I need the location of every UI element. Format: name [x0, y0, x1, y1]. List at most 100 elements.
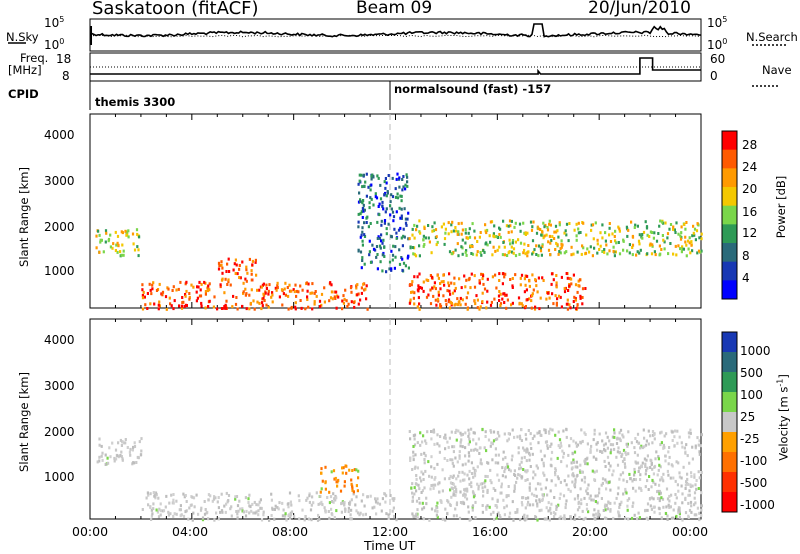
xtick-1600: 16:00 — [472, 524, 509, 539]
heat-cell — [574, 283, 578, 287]
heat-cell — [614, 250, 617, 254]
heat-cell — [560, 460, 563, 464]
heat-cell — [618, 437, 621, 441]
heat-cell — [407, 211, 410, 215]
heat-cell — [561, 516, 564, 520]
heat-cell — [155, 508, 158, 512]
heat-cell — [359, 250, 363, 254]
heat-cell — [262, 513, 265, 517]
heat-cell — [570, 245, 573, 249]
heat-cell — [453, 282, 456, 286]
heat-cell — [519, 518, 522, 522]
heat-cell — [592, 455, 595, 459]
heat-cell — [634, 437, 637, 440]
heat-cell — [410, 290, 413, 294]
heat-cell — [398, 262, 402, 266]
heat-cell — [675, 221, 678, 225]
heat-cell — [700, 471, 703, 474]
heat-cell — [411, 233, 414, 237]
heat-cell — [387, 174, 390, 177]
heat-cell — [369, 188, 372, 192]
heat-cell — [646, 454, 649, 458]
heat-cell — [214, 496, 217, 500]
heat-cell — [248, 493, 251, 497]
heat-cell — [528, 453, 531, 457]
heat-cell — [172, 307, 175, 311]
heat-cell — [637, 470, 640, 473]
heat-cell — [412, 296, 415, 300]
heat-cell — [691, 249, 694, 253]
heat-cell — [409, 459, 412, 462]
heat-cell — [215, 511, 218, 515]
heat-cell — [312, 501, 315, 505]
heat-cell — [205, 511, 208, 515]
heat-cell — [399, 194, 402, 198]
heat-cell — [449, 488, 452, 492]
heat-cell — [357, 476, 360, 480]
heat-cell — [343, 297, 346, 301]
heat-cell — [455, 488, 458, 491]
heat-cell — [261, 304, 264, 308]
heat-cell — [459, 501, 463, 504]
heat-cell — [476, 482, 479, 486]
heat-cell — [227, 257, 230, 261]
heat-cell — [416, 275, 419, 279]
heat-cell — [148, 282, 151, 286]
heat-cell — [488, 505, 491, 509]
heat-cell — [359, 198, 362, 202]
heat-cell — [673, 228, 676, 232]
heat-cell — [520, 273, 524, 277]
heat-cell — [457, 429, 460, 433]
heat-cell — [630, 220, 633, 224]
heat-cell — [472, 475, 475, 479]
heat-cell — [572, 460, 576, 464]
heat-cell — [217, 506, 220, 510]
heat-cell — [498, 279, 501, 282]
heat-cell — [653, 510, 656, 514]
heat-cell — [435, 243, 438, 247]
heat-cell — [356, 293, 359, 297]
nave-tick-bottom: 0 — [710, 69, 718, 83]
heat-cell — [137, 248, 140, 252]
heat-cell — [520, 428, 523, 432]
heat-cell — [535, 464, 538, 468]
heat-cell — [599, 244, 602, 248]
heat-cell — [464, 302, 467, 306]
heat-cell — [515, 480, 518, 484]
heat-cell — [140, 437, 143, 441]
heat-cell — [644, 220, 647, 224]
power-colorbar — [721, 130, 738, 300]
heat-cell — [320, 500, 323, 504]
heat-cell — [367, 185, 370, 189]
heat-cell — [460, 286, 463, 290]
heat-cell — [587, 483, 590, 487]
heat-cell — [388, 267, 391, 271]
heat-cell — [549, 223, 552, 227]
heat-cell — [576, 465, 579, 469]
heat-cell — [315, 294, 318, 298]
heat-cell — [568, 222, 571, 225]
heat-cell — [631, 243, 635, 247]
heat-cell — [687, 501, 690, 505]
heat-cell — [227, 280, 230, 284]
heat-cell — [620, 500, 623, 504]
heat-cell — [670, 493, 673, 497]
heat-cell — [412, 454, 415, 458]
heat-cell — [531, 437, 534, 440]
heat-cell — [468, 477, 471, 481]
heat-cell — [227, 494, 231, 497]
heat-cell — [406, 180, 409, 184]
heat-cell — [552, 302, 555, 306]
heat-cell — [116, 234, 120, 238]
heat-cell — [422, 244, 425, 248]
heat-cell — [182, 300, 185, 304]
heat-cell — [660, 496, 663, 500]
heat-cell — [332, 469, 336, 473]
heat-cell — [603, 250, 606, 254]
heat-cell — [343, 502, 346, 506]
heat-cell — [605, 480, 608, 484]
heat-cell — [613, 447, 616, 451]
heat-cell — [300, 306, 303, 310]
heat-cell — [675, 460, 678, 464]
heat-cell — [531, 292, 534, 296]
